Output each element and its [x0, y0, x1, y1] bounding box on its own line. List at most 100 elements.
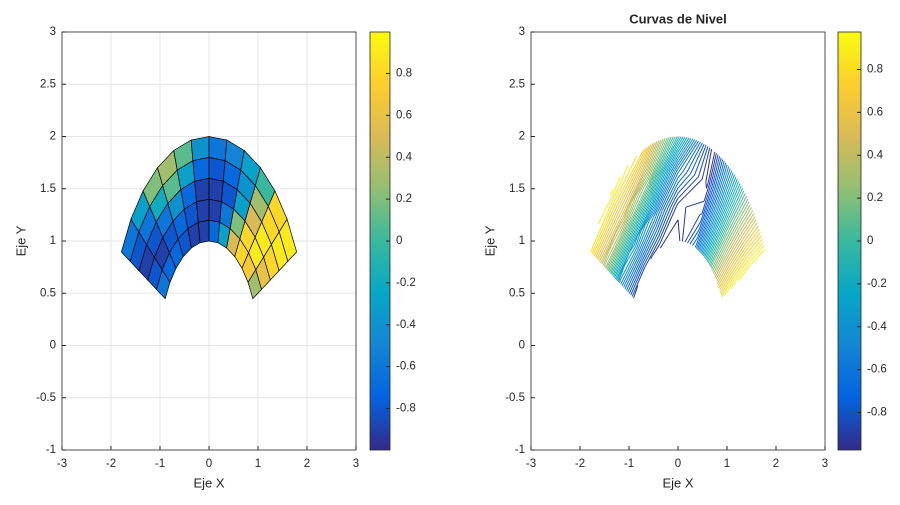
- contour-line: [732, 193, 746, 218]
- contour-line: [702, 229, 716, 257]
- contour-line: [707, 237, 721, 264]
- colorbar-tick-label: -0.2: [867, 278, 887, 290]
- contour-line: [619, 158, 645, 210]
- plot-area: [531, 32, 825, 450]
- colorbar-tick-label: 0.6: [396, 109, 412, 121]
- contour-line: [656, 208, 666, 230]
- contour-line: [677, 136, 684, 146]
- contour-line: [624, 256, 641, 290]
- contour-line: [677, 137, 688, 153]
- contour-line: [600, 219, 622, 264]
- contour-line: [677, 171, 680, 174]
- contour-line: [746, 235, 762, 254]
- contour-line: [621, 164, 646, 215]
- contour-line: [708, 239, 721, 265]
- x-tick-label: 1: [255, 458, 261, 470]
- contour-line: [731, 247, 746, 269]
- contour-line: [718, 166, 730, 196]
- contour-line: [697, 223, 710, 251]
- colorbar-tick-label: 0.8: [396, 67, 412, 79]
- contour-line: [621, 252, 639, 287]
- y-tick-label: 3: [519, 26, 525, 38]
- colorbar-tick-label: 0.4: [867, 149, 884, 161]
- contour-line: [630, 194, 652, 236]
- contour-line: [704, 189, 715, 219]
- contour-line: [617, 265, 625, 283]
- chart-title: Curvas de Nivel: [629, 11, 727, 26]
- contour-line: [627, 184, 650, 230]
- contour-line: [670, 192, 679, 208]
- x-tick-label: 2: [773, 458, 779, 470]
- contour-line: [620, 161, 646, 213]
- contour-line: [615, 241, 635, 280]
- x-tick-label: 3: [353, 458, 359, 470]
- contour-line: [726, 178, 738, 206]
- contour-line: [615, 218, 625, 233]
- contour-line: [677, 172, 688, 184]
- contour-line: [652, 172, 670, 209]
- contour-line: [595, 206, 620, 258]
- contour-line: [624, 246, 637, 266]
- contour-line: [598, 214, 623, 262]
- contour-line: [651, 174, 662, 200]
- contour-line: [694, 245, 697, 248]
- contour-line: [713, 201, 725, 229]
- contour-line: [612, 236, 633, 277]
- y-axis-label: Eje Y: [13, 225, 28, 256]
- colorbar-tick-label: 0.8: [867, 64, 883, 76]
- contour-line: [623, 166, 647, 215]
- contour-line: [681, 207, 687, 242]
- surface-face: [197, 219, 210, 244]
- contour-line: [684, 214, 701, 243]
- contour-line: [648, 137, 668, 183]
- surface-face: [190, 136, 210, 161]
- contour-line: [699, 216, 704, 223]
- contour-line: [715, 161, 725, 192]
- contour-line: [624, 202, 632, 221]
- contour-line: [677, 136, 680, 140]
- contour-line: [649, 137, 670, 182]
- x-tick-label: -2: [106, 458, 116, 470]
- contour-line: [602, 245, 612, 266]
- contour-line: [610, 231, 631, 274]
- contour-line: [644, 144, 652, 162]
- contour-line: [706, 192, 718, 221]
- contour-line: [711, 245, 724, 270]
- contour-line: [689, 229, 700, 245]
- contour-line: [715, 243, 723, 258]
- y-tick-label: 0.5: [40, 287, 56, 299]
- contour-line: [631, 196, 652, 238]
- contour-line: [712, 200, 724, 228]
- contour-line: [640, 208, 654, 231]
- contour-line: [625, 191, 641, 225]
- x-axis-label: Eje X: [193, 475, 224, 490]
- contour-line: [708, 195, 720, 224]
- contour-line: [658, 206, 675, 241]
- contour-line: [677, 173, 692, 189]
- y-tick-label: 2.5: [40, 78, 56, 90]
- contour-line: [724, 278, 736, 297]
- contour-line: [649, 212, 655, 221]
- contour-line: [633, 285, 639, 299]
- contour-line: [714, 203, 726, 231]
- contour-line: [635, 230, 642, 247]
- contour-line: [727, 181, 740, 208]
- contour-line: [677, 136, 686, 150]
- contour-line: [747, 238, 763, 257]
- contour-line: [650, 176, 659, 195]
- contour-line: [655, 210, 663, 227]
- y-tick-label: -1: [515, 444, 525, 456]
- contour-line: [717, 260, 731, 284]
- contour-line: [659, 206, 677, 245]
- contour-line: [702, 228, 715, 256]
- surface-face: [194, 177, 210, 203]
- contour-line: [618, 279, 621, 284]
- contour-line: [677, 138, 692, 160]
- contour-line: [719, 267, 733, 291]
- contour-line: [734, 258, 750, 279]
- contour-line: [707, 193, 719, 223]
- contour-line: [715, 256, 729, 280]
- contour-line: [650, 175, 660, 197]
- contour-line: [730, 188, 744, 214]
